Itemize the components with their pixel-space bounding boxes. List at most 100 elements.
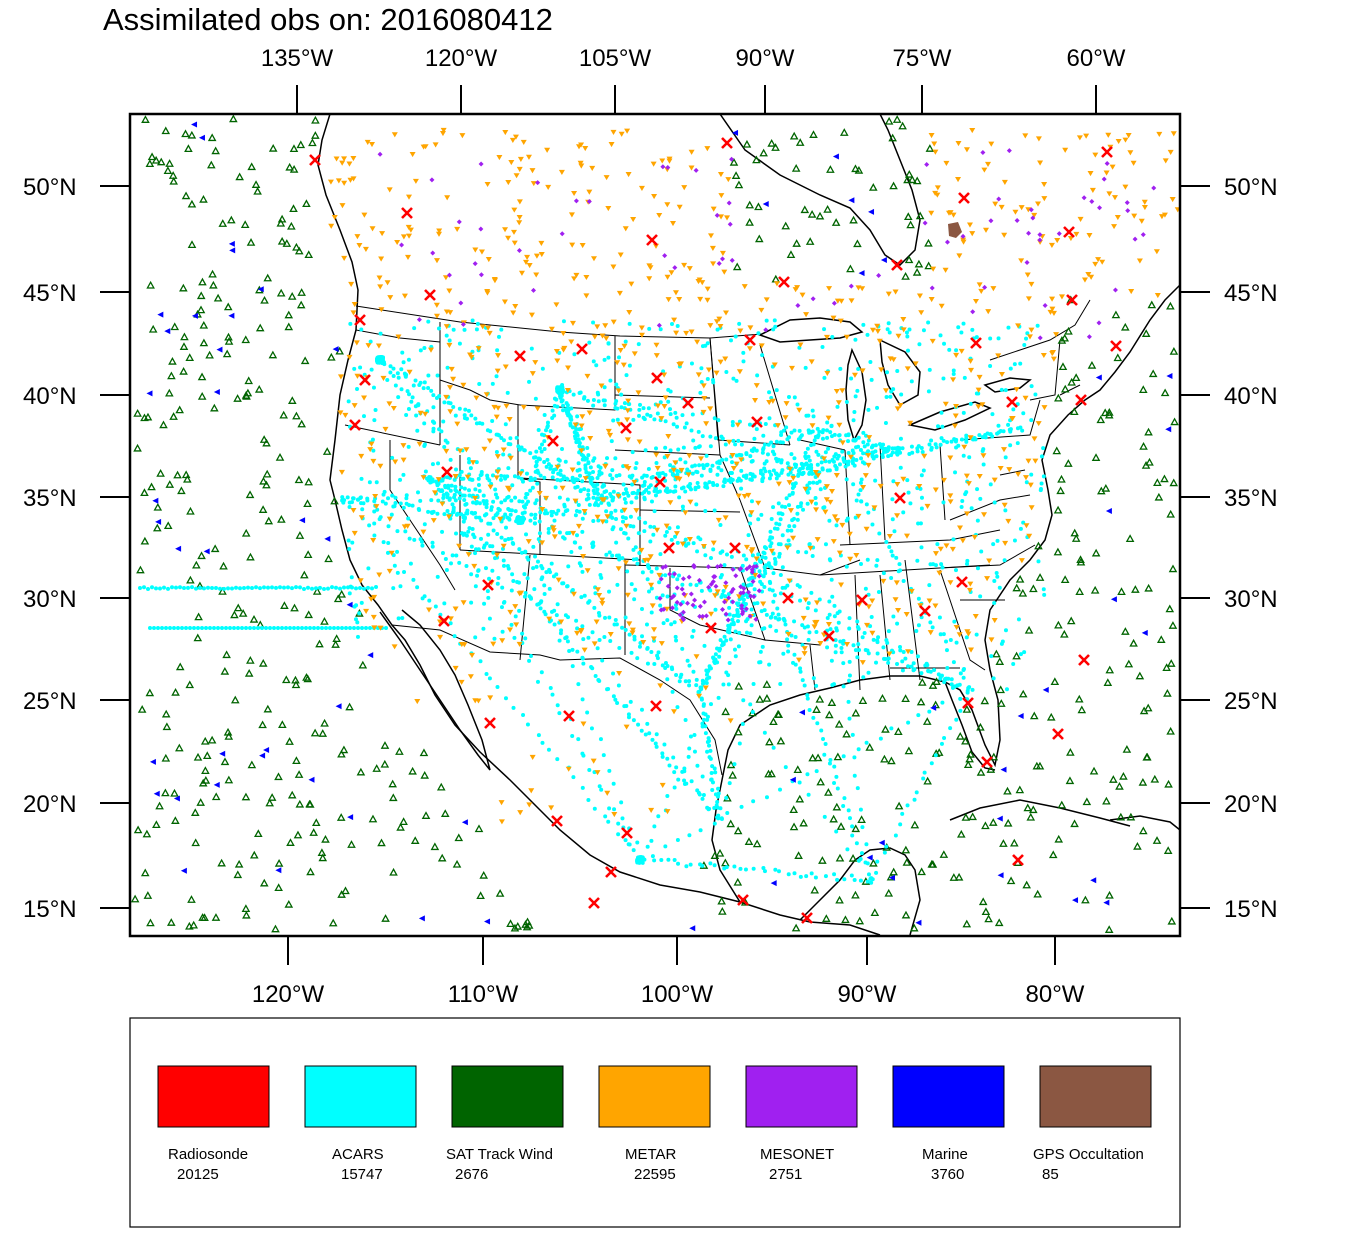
- sat-track-wind-marker: [1022, 880, 1031, 889]
- acars-marker: [825, 435, 830, 440]
- metar-marker: [814, 537, 821, 543]
- sat-track-wind-marker: [311, 818, 321, 827]
- acars-marker: [1007, 427, 1012, 432]
- metar-marker: [603, 336, 610, 342]
- acars-marker: [525, 722, 530, 727]
- acars-marker: [792, 428, 797, 433]
- metar-marker: [350, 176, 357, 182]
- acars-marker: [800, 623, 805, 628]
- sat-track-wind-marker: [292, 756, 301, 764]
- sat-track-wind-marker: [1163, 688, 1172, 697]
- metar-marker: [338, 469, 345, 475]
- acars-marker: [869, 880, 874, 885]
- metar-marker: [663, 523, 670, 529]
- sat-track-wind-marker: [1169, 478, 1179, 487]
- metar-marker: [833, 388, 840, 395]
- left-axis-label: 50°N: [23, 174, 77, 201]
- mesonet-marker: [1124, 200, 1130, 206]
- marine-marker: [299, 517, 306, 524]
- metar-marker: [676, 476, 683, 482]
- acars-marker: [762, 730, 767, 735]
- acars-marker: [752, 436, 757, 441]
- acars-marker: [847, 616, 852, 621]
- marine-marker: [191, 121, 198, 128]
- sat-track-wind-marker: [1070, 819, 1079, 828]
- acars-marker: [862, 444, 867, 449]
- sat-track-wind-marker: [202, 751, 212, 760]
- metar-marker: [384, 280, 391, 286]
- sat-track-wind-marker: [884, 116, 894, 125]
- sat-track-wind-marker: [762, 694, 772, 702]
- acars-marker: [641, 406, 646, 411]
- acars-marker: [786, 538, 791, 543]
- metar-marker: [763, 297, 770, 303]
- acars-marker: [454, 553, 459, 558]
- acars-marker: [771, 327, 776, 332]
- acars-marker: [949, 682, 954, 687]
- metar-marker: [758, 307, 765, 313]
- sat-track-wind-marker: [1052, 446, 1062, 455]
- acars-marker: [922, 770, 927, 775]
- metar-marker: [605, 428, 612, 434]
- sat-track-wind-marker: [506, 919, 515, 928]
- acars-marker: [692, 732, 697, 737]
- metar-marker: [435, 477, 442, 483]
- acars-marker: [796, 549, 801, 554]
- acars-marker: [740, 721, 745, 726]
- sat-track-wind-marker: [388, 779, 397, 788]
- sat-track-wind-marker: [1067, 377, 1076, 386]
- sat-track-wind-marker: [894, 727, 903, 736]
- acars-marker: [592, 502, 597, 507]
- legend-swatch: [451, 1065, 564, 1128]
- sat-track-wind-marker: [1012, 651, 1021, 660]
- legend-name: MESONET: [760, 1146, 834, 1163]
- sat-track-wind-marker: [789, 131, 799, 140]
- acars-marker: [959, 437, 964, 442]
- sat-track-wind-marker: [1100, 408, 1110, 417]
- sat-track-wind-marker: [170, 788, 179, 797]
- sat-track-wind-marker: [1154, 492, 1164, 501]
- metar-marker: [406, 233, 413, 239]
- acars-marker: [623, 531, 628, 536]
- marine-marker: [996, 815, 1003, 822]
- metar-marker: [681, 262, 688, 269]
- metar-marker: [523, 259, 530, 265]
- acars-marker: [895, 621, 900, 626]
- sat-track-wind-marker: [789, 822, 799, 831]
- sat-track-wind-marker: [368, 814, 378, 823]
- sat-track-wind-marker: [1109, 775, 1118, 783]
- acars-marker: [827, 612, 832, 617]
- metar-marker: [525, 154, 532, 160]
- acars-marker: [906, 720, 911, 725]
- sat-track-wind-marker: [304, 250, 314, 259]
- acars-marker: [708, 861, 713, 866]
- acars-marker: [627, 474, 632, 479]
- metar-marker: [543, 495, 550, 502]
- acars-marker: [680, 582, 685, 587]
- sat-track-wind-marker: [889, 181, 898, 190]
- metar-marker: [507, 455, 514, 461]
- mesonet-marker: [430, 250, 436, 256]
- metar-marker: [704, 297, 711, 303]
- acars-marker: [804, 413, 809, 418]
- metar-marker: [932, 551, 939, 557]
- metar-marker: [654, 403, 661, 409]
- sat-track-wind-marker: [1167, 916, 1177, 925]
- metar-marker: [481, 446, 488, 452]
- acars-marker: [609, 510, 614, 515]
- acars-marker: [367, 480, 372, 485]
- metar-marker: [1158, 214, 1165, 220]
- sat-track-wind-marker: [247, 760, 257, 769]
- acars-marker: [687, 833, 692, 838]
- mesonet-marker: [658, 607, 664, 613]
- metar-marker: [353, 340, 360, 346]
- acars-marker: [707, 480, 712, 485]
- acars-marker: [949, 677, 954, 682]
- acars-marker: [1001, 429, 1006, 434]
- acars-marker: [380, 499, 385, 504]
- metar-marker: [407, 227, 414, 233]
- mesonet-marker: [688, 591, 694, 597]
- acars-marker: [216, 626, 220, 630]
- acars-marker: [735, 478, 740, 483]
- acars-marker: [499, 535, 504, 540]
